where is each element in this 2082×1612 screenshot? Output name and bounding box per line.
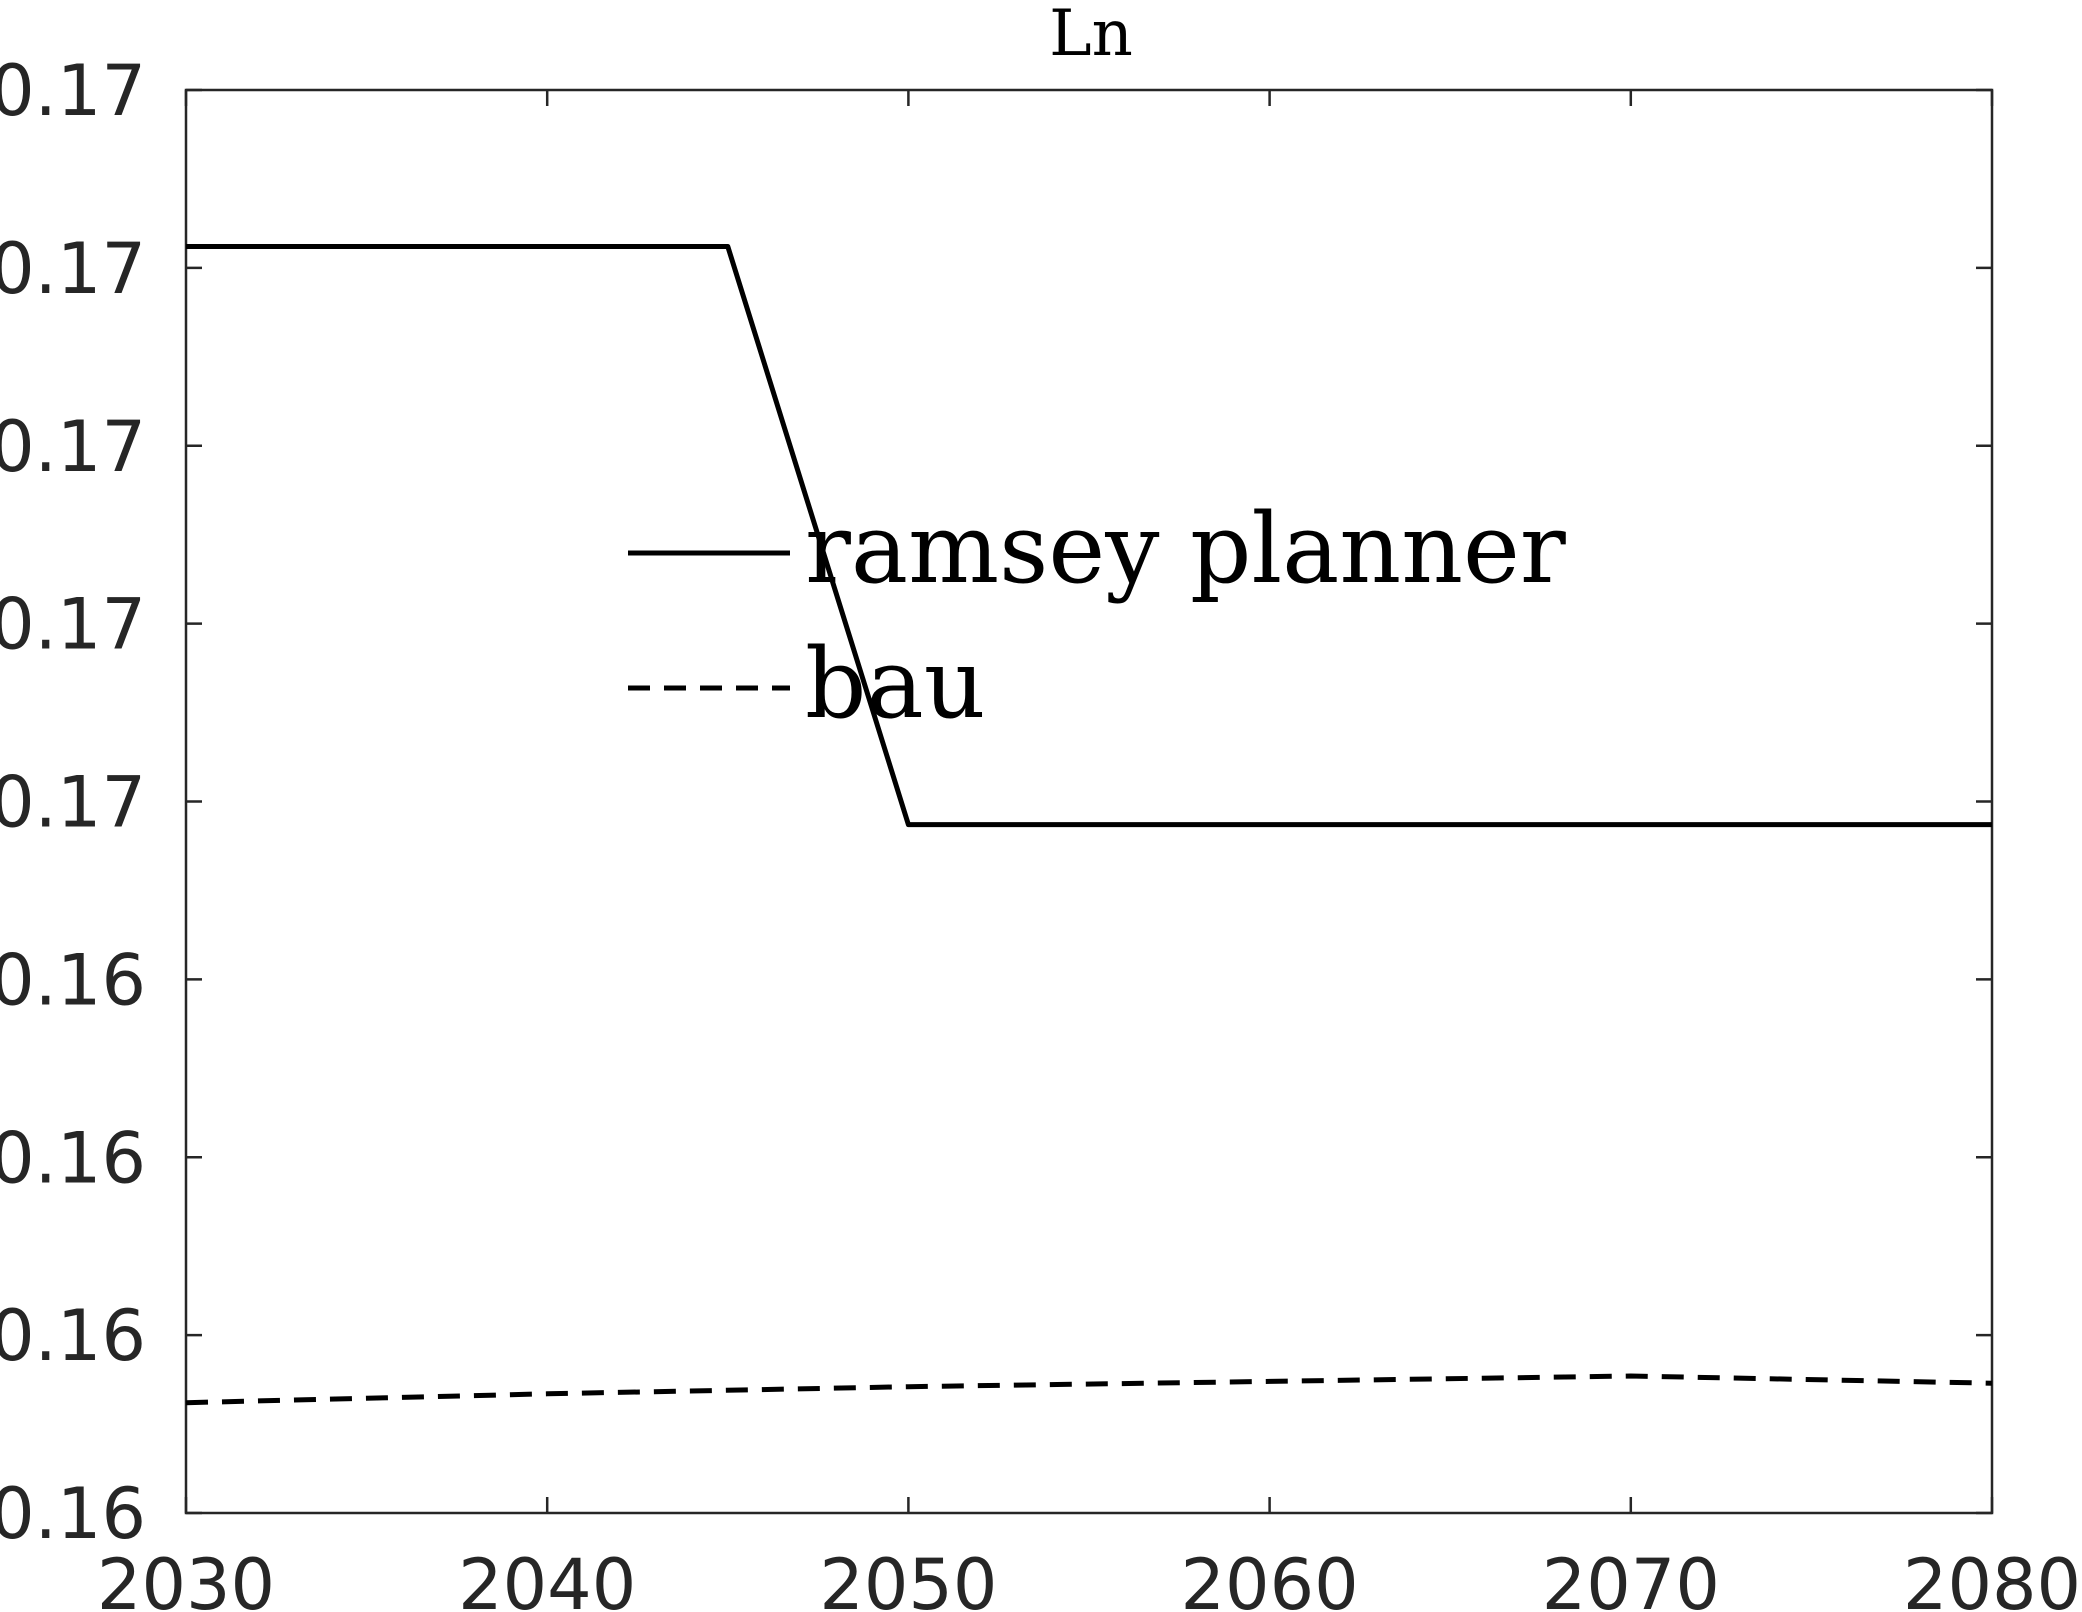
legend: ramsey planner bau <box>628 493 1566 740</box>
plot-frame <box>184 88 1994 1515</box>
x-tick-label: 2030 <box>97 1544 275 1612</box>
series-line-1 <box>186 244 1992 828</box>
y-tick-label: 0.17 <box>0 50 146 132</box>
x-tick-label: 2070 <box>1542 1544 1720 1612</box>
x-tick-label: 2080 <box>1903 1544 2081 1612</box>
legend-label-2: bau <box>805 628 986 740</box>
y-tick-label: 0.17 <box>0 406 146 488</box>
legend-label-1: ramsey planner <box>805 493 1566 605</box>
x-tick-label: 2050 <box>819 1544 997 1612</box>
x-tick-label: 2040 <box>458 1544 636 1612</box>
y-tick-label: 0.16 <box>0 1295 146 1377</box>
chart-title: Ln <box>1049 0 1133 71</box>
x-tick-label: 2060 <box>1181 1544 1359 1612</box>
series-line-2 <box>185 1373 1993 1406</box>
y-tick-label: 0.17 <box>0 584 146 666</box>
y-tick-label: 0.17 <box>0 762 146 844</box>
axes: 2030 2040 2050 2060 2070 2080 0.16 0.16 0.16 0.16… <box>0 50 2081 1612</box>
y-tick-label: 0.16 <box>0 1117 146 1199</box>
y-tick-label: 0.16 <box>0 939 146 1021</box>
y-tick-label: 0.16 <box>0 1473 146 1555</box>
y-tick-label: 0.17 <box>0 228 146 310</box>
series-layer <box>185 244 1993 1406</box>
